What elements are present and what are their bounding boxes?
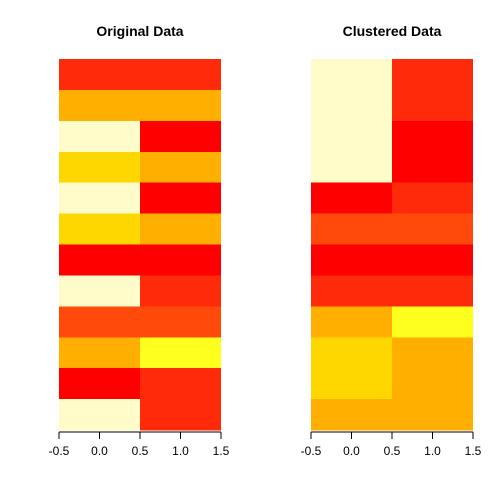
cell-clustered-r6-c0 (311, 244, 392, 276)
cell-original-r6-c0 (59, 244, 140, 276)
cell-clustered-r1-c0 (311, 89, 392, 122)
x-tick-label-clustered-2: 0.5 (384, 444, 401, 458)
cell-clustered-r6-c1 (392, 244, 473, 276)
cell-clustered-r9-c0 (311, 337, 392, 369)
cell-clustered-r3-c0 (311, 151, 392, 184)
cell-clustered-r2-c1 (392, 120, 473, 153)
cells-clustered-data (311, 59, 473, 431)
cell-original-r4-c1 (140, 182, 221, 215)
cell-original-r8-c0 (59, 306, 140, 338)
panel-original-data: Original Data -0.5 0.0 0.5 1.0 1.5 (49, 23, 230, 458)
cell-clustered-r0-c1 (392, 59, 473, 91)
cell-original-r4-c0 (59, 182, 140, 215)
x-axis-original-data: -0.5 0.0 0.5 1.0 1.5 (49, 431, 230, 458)
cell-clustered-r9-c1 (392, 337, 473, 369)
cell-clustered-r0-c0 (311, 59, 392, 91)
cell-clustered-r10-c0 (311, 368, 392, 400)
cell-original-r2-c1 (140, 120, 221, 153)
cell-clustered-r11-c0 (311, 399, 392, 431)
x-tick-label-clustered-1: 0.0 (343, 444, 360, 458)
cell-clustered-r10-c1 (392, 368, 473, 400)
cell-original-r10-c1 (140, 368, 221, 400)
cell-original-r3-c0 (59, 151, 140, 184)
title-original-data: Original Data (96, 23, 183, 39)
cells-original-data (59, 59, 221, 431)
x-tick-label-original-3: 1.0 (172, 444, 189, 458)
cell-clustered-r5-c1 (392, 213, 473, 245)
cell-clustered-r5-c0 (311, 213, 392, 245)
cell-clustered-r11-c1 (392, 399, 473, 431)
x-tick-label-clustered-4: 1.5 (465, 444, 482, 458)
cell-clustered-r1-c1 (392, 89, 473, 122)
cell-clustered-r8-c1 (392, 306, 473, 338)
title-clustered-data: Clustered Data (343, 23, 442, 39)
cell-original-r1-c0 (59, 89, 140, 122)
cell-clustered-r7-c1 (392, 275, 473, 307)
cell-original-r11-c0 (59, 399, 140, 431)
cell-original-r7-c1 (140, 275, 221, 307)
cell-original-r5-c1 (140, 213, 221, 245)
cell-clustered-r3-c1 (392, 151, 473, 184)
x-tick-label-original-2: 0.5 (132, 444, 149, 458)
cell-original-r7-c0 (59, 275, 140, 307)
panel-clustered-data: Clustered Data -0.5 0.0 0.5 1.0 1.5 (301, 23, 482, 458)
cell-original-r5-c0 (59, 213, 140, 245)
cell-original-r2-c0 (59, 120, 140, 153)
x-tick-label-original-1: 0.0 (91, 444, 108, 458)
cell-clustered-r4-c1 (392, 182, 473, 215)
cell-original-r9-c1 (140, 337, 221, 369)
x-tick-label-original-4: 1.5 (213, 444, 230, 458)
cell-original-r0-c0 (59, 59, 140, 91)
cell-original-r0-c1 (140, 59, 221, 91)
cell-original-r10-c0 (59, 368, 140, 400)
cell-clustered-r8-c0 (311, 306, 392, 338)
cell-clustered-r2-c0 (311, 120, 392, 153)
x-tick-label-clustered-0: -0.5 (301, 444, 322, 458)
cell-original-r6-c1 (140, 244, 221, 276)
x-tick-label-clustered-3: 1.0 (424, 444, 441, 458)
cell-original-r1-c1 (140, 89, 221, 122)
cell-clustered-r4-c0 (311, 182, 392, 215)
cell-original-r9-c0 (59, 337, 140, 369)
cell-original-r3-c1 (140, 151, 221, 184)
cell-clustered-r7-c0 (311, 275, 392, 307)
x-tick-label-original-0: -0.5 (49, 444, 70, 458)
cell-original-r8-c1 (140, 306, 221, 338)
x-axis-clustered-data: -0.5 0.0 0.5 1.0 1.5 (301, 431, 482, 458)
cell-original-r11-c1 (140, 399, 221, 431)
